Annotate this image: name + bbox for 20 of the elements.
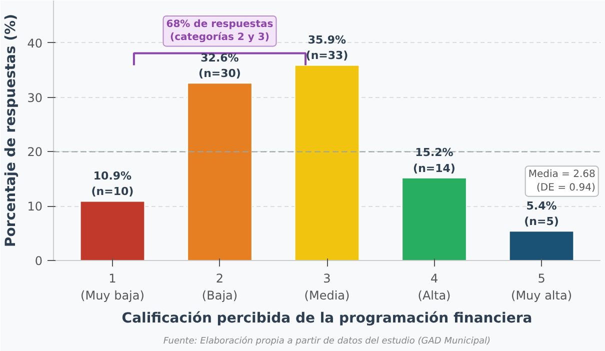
y-tick-label: 20 [27,145,43,160]
data-label: 32.6% (n=30) [198,52,241,80]
data-label: 10.9% (n=10) [91,170,134,198]
x-tick-label: 1 (Muy baja) [80,272,144,302]
y-tick-label: 30 [27,90,43,105]
x-axis-title: Calificación percibida de la programación financiera [122,310,532,326]
x-tick-label: 4 (Alta) [418,272,451,302]
data-label: 35.9% (n=33) [306,34,348,62]
annotation: 68% de respuestas (categorías 2 y 3) [166,18,274,44]
y-tick-label: 10 [27,200,43,214]
x-tick-label: 2 (Baja) [202,272,238,302]
y-axis-title: Porcentaje de respuestas (%) [3,14,20,247]
annotation: Media = 2.68 (DE = 0.94) [528,169,596,194]
data-label: 15.2% (n=14) [413,146,456,175]
x-tick-label: 3 (Media) [304,272,350,302]
source-note: Fuente: Elaboración propia a partir de datos del estudio (GAD Municipal) [163,336,491,346]
y-tick-label: 0 [34,254,43,268]
y-tick-label: 40 [27,36,43,50]
x-tick-label: 5 (Muy alta) [511,272,572,302]
data-label: 5.4% (n=5) [524,200,559,228]
